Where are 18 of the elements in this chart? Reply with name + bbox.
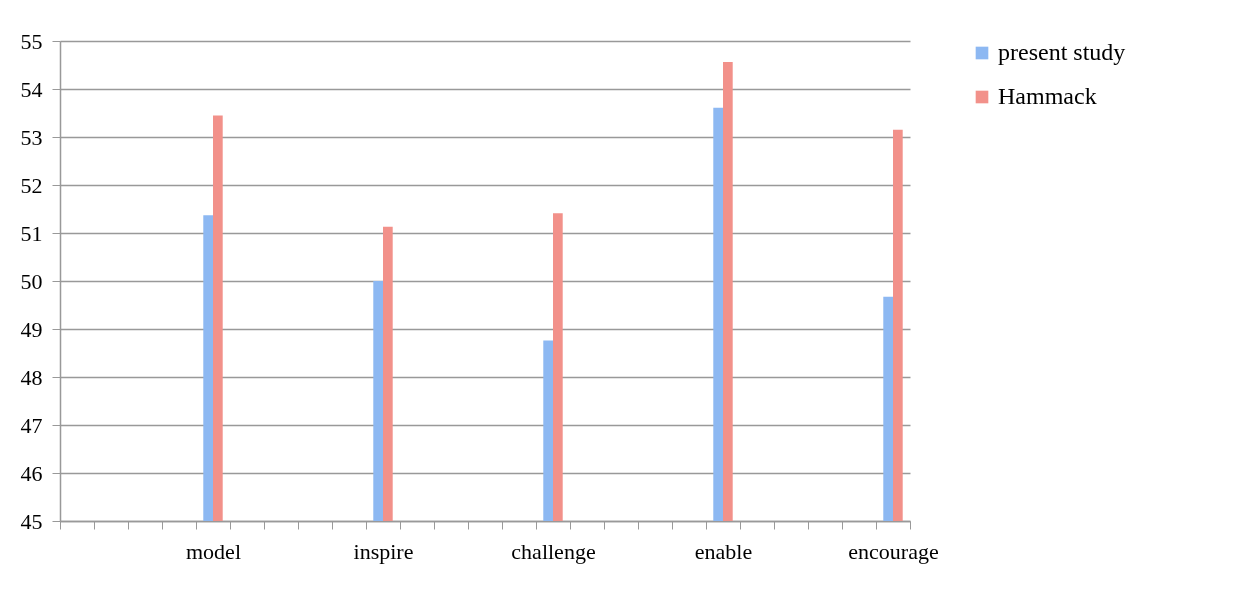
x-tick-label: inspire <box>353 538 414 564</box>
y-tick-label: 51 <box>20 220 43 246</box>
y-tick-label: 53 <box>20 124 43 150</box>
y-tick-label: 47 <box>20 412 43 438</box>
legend-label: Hammack <box>998 83 1097 109</box>
x-tick-label: model <box>186 538 241 564</box>
y-tick-label: 54 <box>20 76 43 102</box>
x-tick-label: challenge <box>511 538 596 564</box>
y-tick-label: 49 <box>20 316 43 342</box>
legend-label: present study <box>998 39 1126 65</box>
y-tick-label: 46 <box>20 460 43 486</box>
y-tick-label: 48 <box>20 364 43 390</box>
y-tick-label: 55 <box>20 28 43 54</box>
y-tick-label: 45 <box>20 508 43 534</box>
y-tick-label: 52 <box>20 172 43 198</box>
x-tick-label: enable <box>694 538 753 564</box>
x-tick-label: encourage <box>848 538 939 564</box>
y-tick-label: 50 <box>20 268 43 294</box>
